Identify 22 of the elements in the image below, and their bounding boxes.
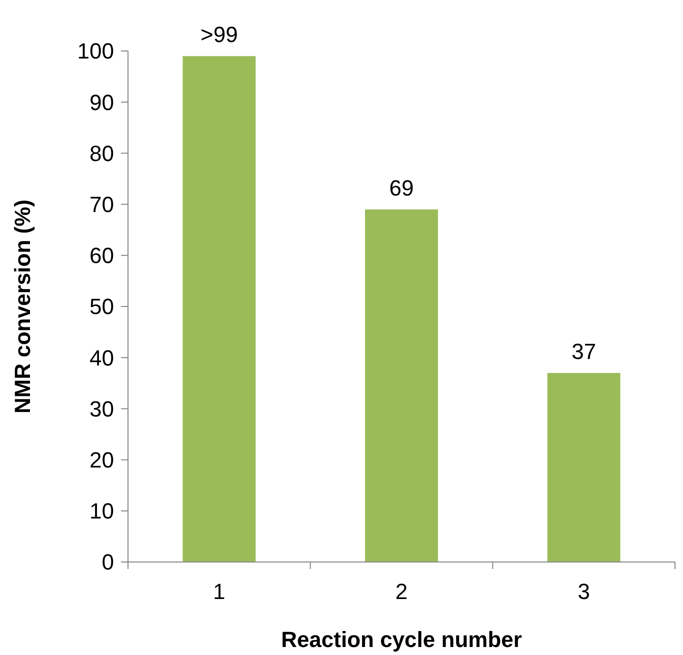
y-tick-label: 0: [102, 550, 114, 575]
data-label: >99: [200, 22, 238, 48]
y-tick-label: 80: [90, 140, 114, 166]
y-axis-title: NMR conversion (%): [10, 200, 35, 414]
x-axis-title: Reaction cycle number: [281, 627, 522, 652]
x-tick-label: 2: [395, 579, 408, 604]
y-tick-label: 70: [90, 192, 114, 217]
data-label: 37: [572, 338, 596, 364]
x-tick-label: 3: [578, 579, 590, 604]
x-tick-label: 1: [213, 579, 226, 604]
y-tick-label: 40: [90, 345, 114, 370]
y-tick-label: 10: [90, 498, 114, 524]
data-label: 69: [389, 175, 414, 200]
y-tick-label: 20: [90, 448, 114, 472]
y-tick-label: 50: [90, 294, 114, 320]
y-tick-label: 100: [77, 38, 114, 64]
y-tick-label: 30: [90, 396, 114, 422]
bar: [182, 56, 256, 562]
y-tick-label: 60: [90, 243, 114, 268]
bar: [547, 372, 620, 562]
y-tick-label: 90: [90, 90, 114, 115]
bar: [365, 209, 438, 562]
